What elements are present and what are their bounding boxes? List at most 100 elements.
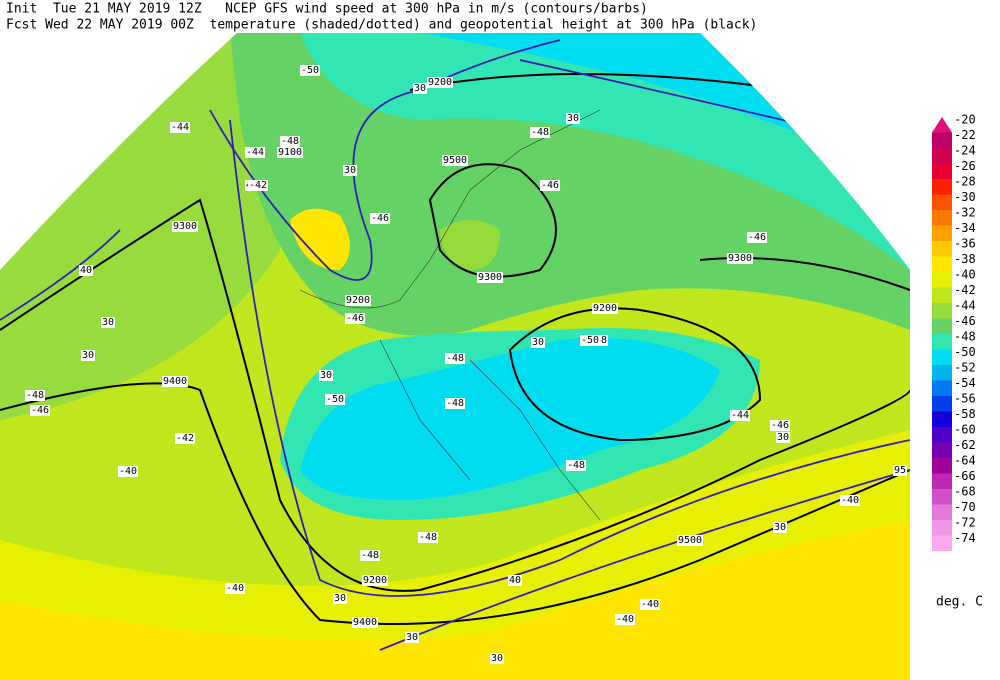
map-label: -50 — [326, 394, 344, 405]
legend-swatch — [932, 365, 952, 381]
map-label-box — [247, 180, 269, 191]
map-label: 30 — [777, 432, 789, 443]
legend-swatch — [932, 473, 952, 489]
map-label-box — [169, 122, 191, 133]
header-line: Fcst Wed 22 MAY 2019 00Z temperature (sh… — [6, 18, 757, 33]
map-label-box — [539, 180, 561, 191]
legend-swatch — [932, 535, 952, 551]
height-contour — [428, 163, 557, 278]
legend-swatch — [932, 411, 952, 427]
legend-label: -20 — [954, 113, 976, 127]
map-label: 30 — [344, 165, 356, 176]
map-label: -46 — [346, 313, 364, 324]
legend-label: -50 — [954, 345, 976, 359]
legend-label: -44 — [954, 299, 976, 313]
legend-label: -34 — [954, 221, 976, 235]
legend-label: -28 — [954, 175, 976, 189]
map-label: -50 — [581, 335, 599, 346]
map-label: 9300 — [478, 272, 502, 283]
header-line: Init Tue 21 MAY 2019 12Z NCEP GFS wind s… — [6, 2, 648, 17]
legend-label: -62 — [954, 438, 976, 452]
map-label-box — [359, 550, 381, 561]
map-label-box — [369, 213, 391, 224]
map-label: -48 — [446, 398, 464, 409]
map-label-box — [324, 394, 346, 405]
legend-swatch — [932, 520, 952, 536]
legend-label: -60 — [954, 423, 976, 437]
map-label-box — [100, 317, 116, 328]
map-label-box — [417, 532, 439, 543]
map-label: -46 — [748, 232, 766, 243]
wind-contour — [379, 469, 910, 651]
map-label-box — [299, 65, 321, 76]
legend-label: -38 — [954, 252, 976, 266]
legend-label: -72 — [954, 516, 976, 530]
map-label: 30 — [567, 113, 579, 124]
legend-label: -32 — [954, 206, 976, 220]
map-label-box — [344, 313, 366, 324]
map-label-box — [565, 113, 581, 124]
wind-contour — [209, 39, 561, 281]
legend-swatch — [932, 380, 952, 396]
legend-unit: deg. C — [936, 595, 983, 610]
map-label: 9500 — [443, 155, 467, 166]
map-label: 9400 — [353, 617, 377, 628]
map-label-box — [351, 617, 379, 628]
legend-swatch — [932, 427, 952, 443]
legend-swatch — [932, 504, 952, 520]
map-label: -42 — [176, 433, 194, 444]
map-label-box — [174, 433, 196, 444]
map-label-box — [507, 575, 523, 586]
map-label: -48 — [26, 390, 44, 401]
map-label: -48 — [281, 136, 299, 147]
map-label-box — [404, 632, 420, 643]
map-label: -48 — [446, 353, 464, 364]
map-label-box — [161, 376, 189, 387]
legend-label: -42 — [954, 283, 976, 297]
map-label-box — [224, 583, 246, 594]
height-contour — [0, 382, 910, 625]
map-label: 9200 — [346, 295, 370, 306]
map-label-box — [529, 127, 551, 138]
map-label: 9300 — [173, 221, 197, 232]
map-label: -44 — [731, 410, 749, 421]
map-label: 40 — [80, 265, 92, 276]
map-label-box — [676, 535, 704, 546]
legend-label: -36 — [954, 237, 976, 251]
legend-swatch — [932, 241, 952, 257]
map-label-box — [332, 593, 348, 604]
map-label-box — [579, 335, 601, 346]
map-label-box — [775, 432, 791, 443]
legend-swatch — [932, 210, 952, 226]
legend: -20-22-24-26-28-30-32-34-36-38-40-42-44-… — [932, 113, 976, 551]
map-label: -44 — [246, 147, 264, 158]
map-label: -40 — [641, 599, 659, 610]
map-label: 9200 — [593, 303, 617, 314]
map-label-box — [476, 272, 504, 283]
map-label: 9400 — [163, 376, 187, 387]
legend-swatch — [932, 334, 952, 350]
map-label-box — [591, 303, 619, 314]
map-label-box — [489, 653, 505, 664]
legend-swatch — [932, 318, 952, 334]
legend-swatch — [932, 117, 952, 133]
map-label: 40 — [509, 575, 521, 586]
map-label: 30 — [774, 522, 786, 533]
legend-label: -58 — [954, 407, 976, 421]
map-label-box — [279, 136, 301, 147]
map-label-box — [318, 370, 334, 381]
map-label: -48 — [361, 550, 379, 561]
map-label-box — [772, 522, 788, 533]
map-label: 95 — [894, 465, 906, 476]
map-label: 9200 — [428, 77, 452, 88]
map-label-box — [29, 405, 51, 416]
legend-label: -68 — [954, 485, 976, 499]
map-label-box — [769, 420, 791, 431]
map-label: -48 — [419, 532, 437, 543]
map-label-box — [171, 221, 199, 232]
map-label: -48 — [531, 127, 549, 138]
height-contour — [0, 198, 910, 592]
shade — [0, 520, 910, 680]
map-label-box — [892, 465, 908, 476]
